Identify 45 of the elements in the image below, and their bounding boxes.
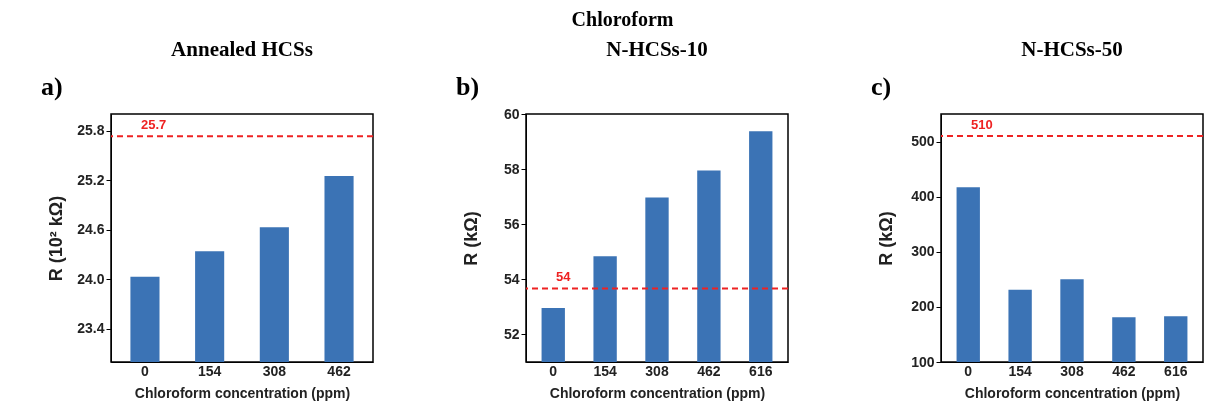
x-tick-label: 0 — [141, 362, 150, 379]
text: b) — [456, 72, 480, 101]
chart-title: N-HCSs-10 — [606, 37, 708, 61]
y-tick-label: 25.8 — [77, 122, 105, 139]
y-tick-label: 54 — [503, 270, 520, 287]
x-tick-label: 154 — [197, 362, 222, 379]
x-tick-label: 462 — [327, 362, 351, 379]
y-tick-label: 200 — [911, 298, 935, 315]
text: c) — [871, 72, 892, 101]
y-tick-label: 500 — [911, 133, 935, 150]
y-tick-label: 56 — [503, 215, 520, 232]
y-tick-label: 23.4 — [77, 320, 105, 337]
y-axis-title: R (kΩ) — [460, 211, 481, 266]
text: Chloroform — [571, 8, 674, 31]
chart-title: N-HCSs-50 — [1021, 37, 1123, 61]
y-tick-label: 100 — [911, 353, 935, 370]
x-axis-title: Chloroform concentration (ppm) — [964, 384, 1181, 401]
text: a) — [41, 72, 63, 101]
x-tick-label: 154 — [1008, 362, 1033, 379]
x-tick-label: 308 — [645, 362, 669, 379]
x-axis-title: Chloroform concentration (ppm) — [549, 384, 766, 401]
x-tick-label: 154 — [593, 362, 618, 379]
x-tick-label: 0 — [549, 362, 558, 379]
y-tick-label: 24.0 — [77, 270, 105, 287]
x-tick-label: 462 — [1112, 362, 1136, 379]
x-tick-label: 0 — [964, 362, 973, 379]
y-tick-label: 58 — [503, 160, 520, 177]
ref-line-label: 54 — [556, 269, 572, 285]
chart-title: Annealed HCSs — [171, 37, 313, 61]
ref-line-label: 25.7 — [141, 117, 167, 133]
ref-line-label: 510 — [971, 117, 993, 133]
y-tick-label: 400 — [911, 188, 935, 205]
x-axis-title: Chloroform concentration (ppm) — [134, 384, 351, 401]
y-axis-title: R (10² kΩ) — [45, 195, 66, 282]
x-tick-label: 308 — [1060, 362, 1084, 379]
x-tick-label: 308 — [262, 362, 287, 379]
y-tick-label: 300 — [911, 243, 935, 260]
x-tick-label: 616 — [1164, 362, 1188, 379]
y-axis-title: R (kΩ) — [875, 211, 896, 266]
y-tick-label: 52 — [503, 325, 520, 342]
x-tick-label: 462 — [697, 362, 721, 379]
x-tick-label: 616 — [749, 362, 773, 379]
y-tick-label: 25.2 — [77, 171, 105, 188]
y-tick-label: 24.6 — [77, 221, 105, 238]
y-tick-label: 60 — [503, 105, 520, 122]
